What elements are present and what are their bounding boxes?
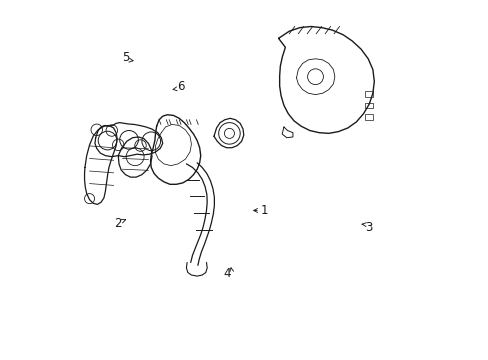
Bar [364,114,372,120]
Text: 6: 6 [177,80,184,93]
Text: 5: 5 [122,51,129,64]
Text: 2: 2 [114,217,122,230]
Text: 4: 4 [223,267,230,280]
Bar [364,103,372,108]
Bar [364,91,372,97]
Text: 1: 1 [260,204,267,217]
Text: 3: 3 [365,221,372,234]
